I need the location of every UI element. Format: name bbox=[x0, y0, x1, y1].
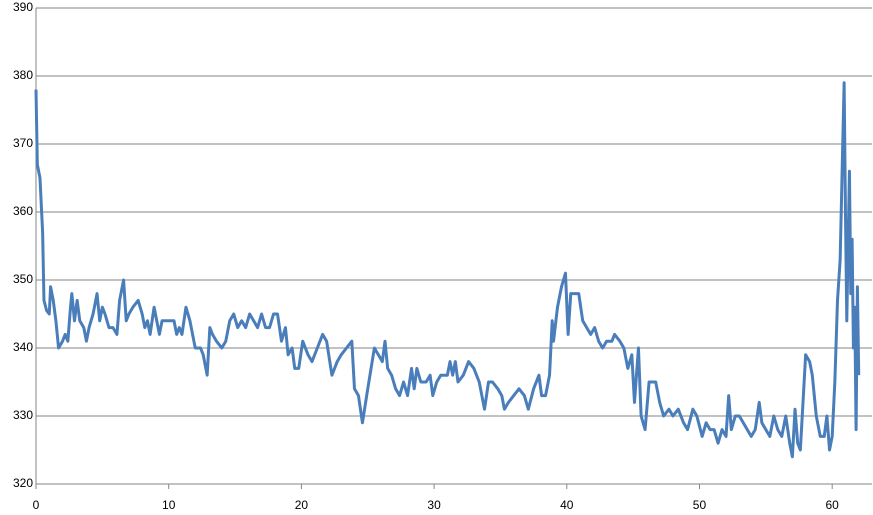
x-tick-label: 20 bbox=[295, 498, 309, 512]
x-tick-label: 50 bbox=[693, 498, 707, 512]
y-tick-label: 370 bbox=[13, 136, 33, 150]
x-tick-label: 60 bbox=[826, 498, 840, 512]
x-tick-label: 10 bbox=[162, 498, 176, 512]
y-tick-label: 390 bbox=[13, 0, 33, 14]
y-tick-label: 320 bbox=[13, 476, 33, 490]
y-tick-label: 360 bbox=[13, 204, 33, 218]
x-tick-label: 40 bbox=[560, 498, 574, 512]
x-tick-label: 30 bbox=[427, 498, 441, 512]
y-tick-label: 340 bbox=[13, 340, 33, 354]
y-tick-label: 330 bbox=[13, 408, 33, 422]
y-tick-label: 350 bbox=[13, 272, 33, 286]
x-tick-label: 0 bbox=[33, 498, 40, 512]
y-tick-label: 380 bbox=[13, 68, 33, 82]
data-line bbox=[34, 81, 861, 459]
